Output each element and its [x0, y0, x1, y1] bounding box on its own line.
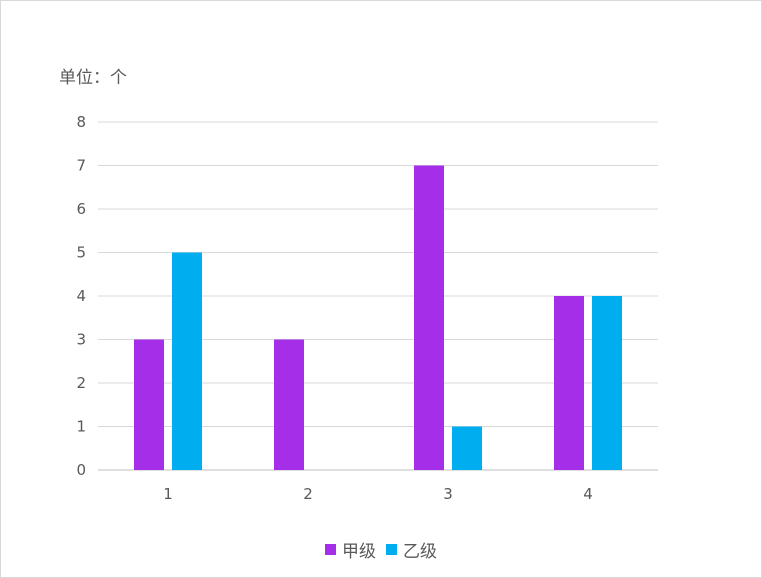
- y-tick-label: 5: [76, 244, 86, 262]
- legend-swatch: [386, 544, 397, 555]
- bar-1-cat-1: [134, 339, 164, 470]
- legend-item-series-1: 甲级: [325, 537, 376, 562]
- bar-1-cat-4: [554, 296, 584, 470]
- y-tick-label: 0: [76, 461, 86, 479]
- bars: [134, 165, 622, 470]
- x-tick-label: 1: [163, 485, 173, 503]
- bar-2-cat-1: [172, 252, 202, 470]
- legend-label: 乙级: [403, 542, 437, 562]
- y-tick-label: 1: [76, 418, 86, 436]
- y-tick-label: 2: [76, 374, 86, 392]
- bar-2-cat-4: [592, 296, 622, 470]
- bar-1-cat-3: [414, 165, 444, 470]
- y-tick-label: 3: [76, 331, 86, 349]
- x-tick-label: 4: [583, 485, 593, 503]
- legend: 甲级 乙级: [1, 537, 761, 562]
- bar-1-cat-2: [274, 339, 304, 470]
- x-tick-label: 3: [443, 485, 453, 503]
- legend-label: 甲级: [342, 542, 376, 562]
- y-axis-ticks: 0 1 2 3 4 5 6 7 8: [76, 113, 86, 479]
- y-tick-label: 6: [76, 200, 86, 218]
- x-axis-ticks: 1 2 3 4: [163, 485, 593, 503]
- y-tick-label: 8: [76, 113, 86, 131]
- legend-swatch: [325, 544, 336, 555]
- x-tick-label: 2: [303, 485, 313, 503]
- bar-2-cat-3: [452, 426, 482, 470]
- y-tick-label: 4: [76, 287, 86, 305]
- unit-label: 单位：个: [59, 68, 127, 88]
- y-tick-label: 7: [76, 157, 86, 175]
- legend-item-series-2: 乙级: [386, 537, 437, 562]
